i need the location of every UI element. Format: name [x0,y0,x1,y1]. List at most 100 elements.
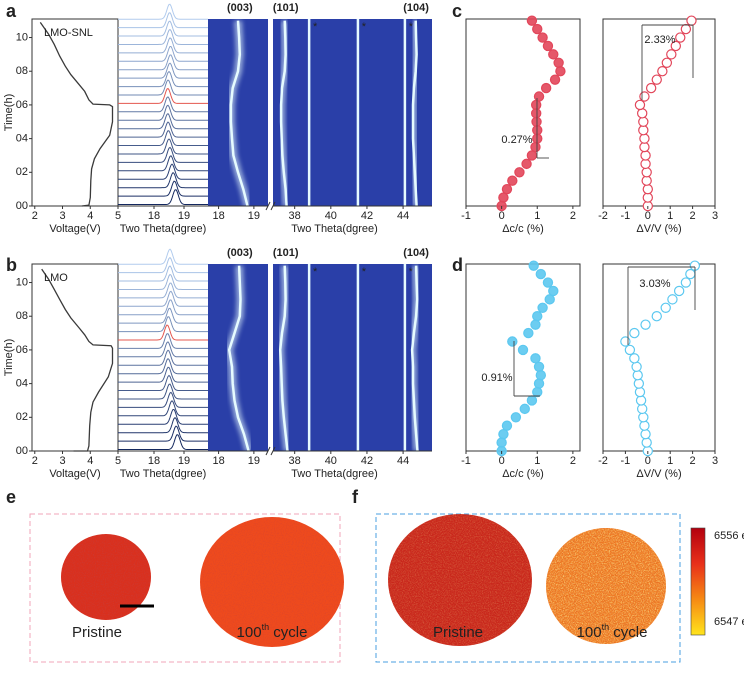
xrd-pattern [118,358,208,375]
strain-point [685,268,696,280]
strain-point [526,395,538,406]
peak-trace [279,20,288,207]
strain-point [532,386,543,398]
xrd-pattern [118,20,208,37]
break-mark [270,446,276,456]
annotation: 0.27% [501,134,532,146]
x-tick-label: 18 [212,210,224,222]
xrd-pattern [118,130,208,146]
strain-point [686,15,697,26]
strain-point [519,403,530,415]
y-tick-label: 10 [16,31,28,43]
strain-point [680,23,692,35]
peak-label: (101) [273,247,299,259]
colorbar-label: 6556 eV [714,530,744,542]
strain-point [666,49,677,60]
panel-label: c [452,1,462,21]
annotation: 0.91% [481,372,512,384]
x-tick-label: 44 [397,210,409,222]
x-axis-label: Two Theta(dgree) [120,468,207,480]
strain-point [507,336,518,347]
strain-point [639,420,650,431]
x-tick-label: 3 [712,455,718,467]
strain-point [661,57,673,69]
x-tick-label: 19 [248,210,260,222]
x-tick-label: 38 [289,210,301,222]
xrd-pattern [118,46,208,62]
x-tick-label: 42 [361,455,373,467]
xrd-pattern [118,290,208,307]
x-tick-label: -2 [598,455,608,467]
xrd-pattern [118,3,208,20]
xrd-pattern [118,282,208,299]
xrd-pattern [118,172,208,189]
x-tick-label: 40 [325,455,337,467]
strain-point [533,378,545,389]
strain-point [517,344,529,356]
strain-point [549,74,561,85]
x-tick-label: -2 [598,210,608,222]
break-mark [265,446,271,456]
strain-point [528,260,539,271]
strain-point [555,66,566,77]
xrd-pattern [118,121,208,138]
xrd-pattern [118,391,208,408]
x-tick-label: 4 [87,455,93,467]
xrd-pattern [118,104,208,121]
xrd-pattern [118,163,208,180]
y-tick-label: 00 [16,445,28,457]
strain-point [667,294,678,305]
strain-point [641,175,652,186]
strain-point [629,327,640,339]
x-tick-label: -1 [621,455,631,467]
xrd-pattern [118,37,208,54]
x-tick-label: 42 [361,210,373,222]
strain-point [542,40,554,52]
panel-label: d [452,255,463,275]
strain-point [641,167,652,178]
xrd-pattern [118,273,208,290]
x-tick-label: 2 [690,455,696,467]
peak-trace [411,20,418,207]
strain-point [637,108,648,119]
xrd-pattern [118,366,208,383]
x-axis-label: Two Theta(dgree) [291,223,378,235]
x-tick-label: 38 [289,455,301,467]
x-tick-label: 2 [690,210,696,222]
x-tick-label: -1 [461,455,471,467]
xrd-pattern [118,417,208,434]
xrd-pattern [118,256,208,274]
plot-frame [465,263,581,452]
strain-point [498,428,509,440]
xrd-pattern [118,333,208,349]
strain-point [638,124,649,136]
panel-label: e [6,487,16,507]
xrd-pattern [118,62,208,79]
x-tick-label: 1 [534,210,540,222]
y-tick-label: 08 [16,310,28,322]
y-tick-label: 04 [16,378,28,390]
star-label: * [313,266,318,278]
xrd-pattern [118,79,208,96]
peak-trace [278,265,289,452]
strain-point [507,175,518,186]
strain-point [532,311,543,322]
x-tick-label: 0 [645,210,651,222]
x-tick-label: 2 [570,210,576,222]
strain-point [645,82,657,94]
x-tick-label: 18 [148,455,160,467]
strain-point [537,302,548,314]
panel-label: f [352,487,359,507]
xrd-pattern [118,400,208,417]
peak-trace [229,20,249,207]
x-axis-label: ΔV/V (%) [636,223,681,235]
strain-point [498,192,509,203]
x-axis-label: Voltage(V) [49,223,100,235]
colorbar-label: 6547 eV [714,616,744,628]
annotation: LMO-SNL [44,27,93,39]
strain-point [637,403,648,415]
strain-point [640,319,651,330]
peak-label: (104) [403,2,429,14]
xrd-pattern [118,265,208,282]
